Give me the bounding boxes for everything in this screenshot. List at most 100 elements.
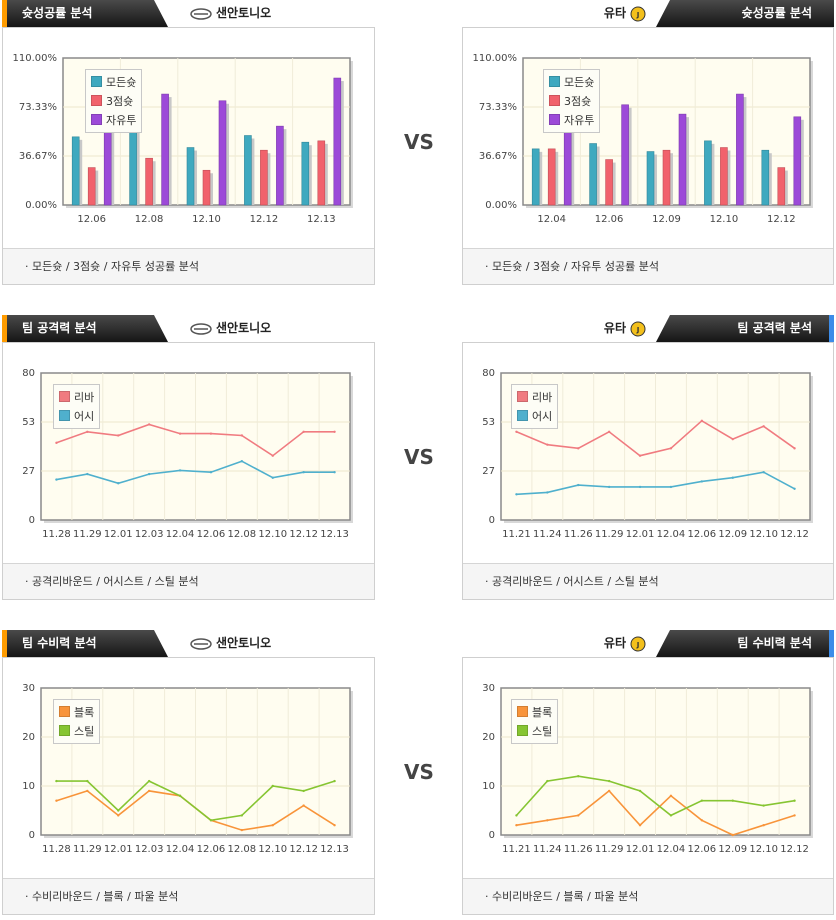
bar — [218, 100, 227, 206]
data-point — [271, 784, 274, 788]
y-tick-label: 110.00% — [473, 53, 518, 64]
bar — [71, 136, 80, 206]
data-point — [240, 460, 244, 463]
x-tick-label: 12.12 — [780, 529, 809, 540]
y-tick-label: 0.00% — [485, 200, 517, 211]
chart-panel-right: 110.00% 73.33% 36.67% 0.00% 12.04 12.06 12.09 1… — [462, 27, 834, 285]
y-tick-label: 30 — [22, 683, 35, 694]
team-name-right-text: 유타 — [603, 636, 626, 650]
legend-swatch — [91, 76, 102, 87]
data-point — [515, 493, 518, 496]
data-point — [147, 472, 151, 476]
legend-label: 모든슛 — [106, 76, 137, 89]
team-name-right[interactable]: 유타 J — [604, 0, 650, 27]
x-tick-label: 12.04 — [537, 214, 566, 225]
bar — [186, 147, 195, 206]
data-point — [240, 814, 244, 817]
team-name-left-text: 샌안토니오 — [216, 636, 272, 650]
x-tick-label: 12.01 — [626, 844, 655, 855]
legend-swatch — [59, 391, 70, 402]
team-name-left[interactable]: 샌안토니오 — [186, 315, 271, 342]
chart-panel-left: 30 20 10 0 11.28 11.29 12.01 12.03 12.04 12.06 12.… — [2, 657, 375, 915]
jazz-logo-icon: J — [630, 321, 646, 336]
data-point — [577, 814, 580, 817]
y-tick-label: 10 — [22, 781, 35, 792]
data-point — [669, 485, 673, 489]
legend-label: 어시 — [74, 410, 95, 423]
section-title-right: 슛성공률 분석 — [656, 0, 834, 27]
x-tick-label: 11.28 — [42, 529, 71, 540]
data-point — [793, 814, 796, 817]
team-name-right-text: 유타 — [603, 321, 626, 335]
legend-swatch — [517, 410, 528, 421]
data-point — [86, 779, 89, 783]
x-tick-label: 12.08 — [135, 214, 164, 225]
x-tick-label: 12.08 — [228, 529, 257, 540]
data-point — [793, 487, 796, 490]
spurs-logo-icon — [190, 637, 212, 650]
chart-legend: 모든슛 3점슛 자유투 — [85, 69, 143, 133]
data-point — [731, 833, 734, 837]
x-tick-label: 12.04 — [657, 529, 686, 540]
legend-label: 블록 — [74, 706, 95, 719]
chart-panel-right: 80 53 27 0 11.21 11.24 11.26 11.29 12.01 12.04 12.… — [462, 342, 834, 600]
data-point — [55, 799, 58, 802]
data-point — [117, 482, 120, 485]
legend-item: 리바 — [59, 388, 94, 407]
y-tick-label: 27 — [22, 466, 35, 477]
x-tick-label: 12.01 — [104, 844, 133, 855]
data-point — [638, 824, 642, 827]
data-point — [302, 471, 305, 474]
data-point — [607, 485, 611, 489]
x-tick-label: 12.04 — [166, 844, 195, 855]
team-name-right[interactable]: 유타 J — [604, 630, 650, 657]
data-point — [209, 432, 213, 435]
y-tick-label: 30 — [482, 683, 495, 694]
x-tick-label: 12.13 — [320, 529, 349, 540]
bar — [333, 77, 342, 206]
x-tick-label: 12.10 — [192, 214, 221, 225]
data-point — [271, 476, 274, 479]
data-point — [577, 775, 580, 778]
y-tick-label: 53 — [482, 417, 495, 428]
section-title: 슛성공률 분석 — [2, 0, 168, 27]
data-point — [209, 471, 213, 474]
y-tick-label: 80 — [22, 368, 35, 379]
data-point — [607, 779, 611, 783]
team-name-left[interactable]: 샌안토니오 — [186, 630, 271, 657]
svg-text:J: J — [636, 11, 640, 19]
x-tick-label: 11.24 — [533, 529, 562, 540]
jazz-logo-icon: J — [630, 636, 646, 651]
y-tick-label: 73.33% — [479, 102, 517, 113]
left-header: 슛성공률 분석 샌안토니오 — [2, 0, 378, 27]
data-point — [117, 809, 120, 812]
data-point — [117, 434, 120, 437]
x-tick-label: 12.12 — [289, 529, 318, 540]
bar — [646, 151, 655, 206]
bar-chart-right: 110.00% 73.33% 36.67% 0.00% 12.04 12.06 12.09 1… — [473, 53, 813, 225]
y-tick-label: 0 — [489, 515, 495, 526]
team-name-left-text: 샌안토니오 — [216, 321, 272, 335]
left-header: 팀 수비력 분석 샌안토니오 — [2, 630, 378, 657]
legend-label: 스틸 — [74, 725, 95, 738]
team-name-right-text: 유타 — [603, 6, 626, 20]
svg-text:J: J — [636, 326, 640, 334]
data-point — [607, 430, 611, 433]
team-name-left-text: 샌안토니오 — [216, 6, 272, 20]
legend-swatch — [517, 391, 528, 402]
team-name-left[interactable]: 샌안토니오 — [186, 0, 271, 27]
x-tick-label: 12.03 — [135, 844, 164, 855]
team-name-right[interactable]: 유타 J — [604, 315, 650, 342]
y-tick-label: 27 — [482, 466, 495, 477]
x-tick-label: 11.29 — [595, 529, 624, 540]
x-tick-label: 11.26 — [564, 529, 593, 540]
chart-panel-right: 30 20 10 0 11.21 11.24 11.26 11.29 12.01 12.04 12.… — [462, 657, 834, 915]
right-header: 유타 J 팀 공격력 분석 — [462, 315, 834, 342]
data-point — [55, 779, 58, 783]
x-tick-label: 12.10 — [258, 529, 287, 540]
x-tick-label: 12.06 — [77, 214, 106, 225]
x-tick-label: 11.28 — [42, 844, 71, 855]
bar — [202, 169, 211, 206]
y-tick-label: 53 — [22, 417, 35, 428]
